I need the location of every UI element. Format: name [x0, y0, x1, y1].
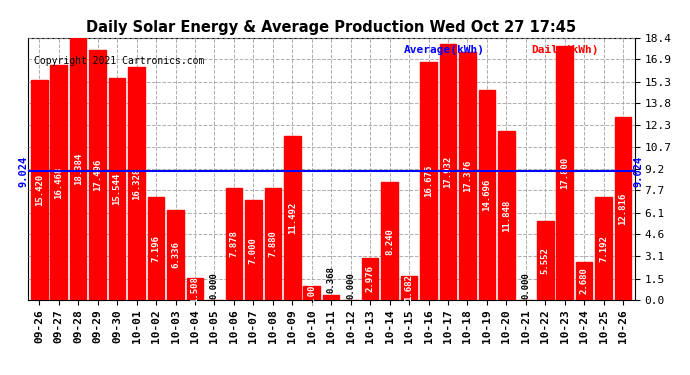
Bar [31, 80, 48, 300]
Text: 17.376: 17.376 [463, 160, 472, 192]
Text: 14.696: 14.696 [482, 179, 491, 211]
Text: 16.676: 16.676 [424, 165, 433, 197]
Bar [70, 38, 86, 300]
Text: 16.468: 16.468 [55, 166, 63, 199]
Text: Copyright 2021 Cartronics.com: Copyright 2021 Cartronics.com [34, 56, 204, 66]
Text: 2.976: 2.976 [366, 266, 375, 292]
Bar [459, 52, 475, 300]
Text: 8.240: 8.240 [385, 228, 394, 255]
Text: 12.816: 12.816 [619, 192, 628, 225]
Bar [440, 44, 456, 300]
Bar [615, 117, 631, 300]
Text: Daily(kWh): Daily(kWh) [531, 45, 599, 56]
Bar [284, 136, 301, 300]
Bar [401, 276, 417, 300]
Title: Daily Solar Energy & Average Production Wed Oct 27 17:45: Daily Solar Energy & Average Production … [86, 20, 576, 35]
Text: 7.880: 7.880 [268, 230, 277, 257]
Bar [50, 65, 67, 300]
Bar [304, 286, 320, 300]
Bar [128, 67, 145, 300]
Bar [595, 197, 612, 300]
Bar [576, 262, 593, 300]
Text: 16.328: 16.328 [132, 167, 141, 200]
Bar [362, 258, 378, 300]
Text: Average(kWh): Average(kWh) [404, 45, 485, 56]
Text: 11.492: 11.492 [288, 202, 297, 234]
Bar [90, 50, 106, 300]
Text: 17.496: 17.496 [93, 159, 102, 191]
Text: 9.024: 9.024 [634, 156, 644, 187]
Bar [498, 131, 515, 300]
Bar [323, 295, 339, 300]
Text: 7.878: 7.878 [229, 230, 238, 257]
Text: 17.800: 17.800 [560, 157, 569, 189]
Bar [537, 221, 553, 300]
Text: 17.932: 17.932 [444, 156, 453, 188]
Text: 15.544: 15.544 [112, 173, 121, 205]
Text: 11.848: 11.848 [502, 200, 511, 232]
Bar [226, 188, 242, 300]
Text: 0.000: 0.000 [346, 272, 355, 298]
Bar [109, 78, 126, 300]
Text: 18.384: 18.384 [74, 153, 83, 185]
Text: 5.552: 5.552 [541, 247, 550, 274]
Bar [187, 279, 204, 300]
Bar [479, 90, 495, 300]
Text: 15.420: 15.420 [34, 174, 43, 206]
Bar [167, 210, 184, 300]
Text: 2.680: 2.680 [580, 267, 589, 294]
Text: 7.000: 7.000 [249, 237, 258, 264]
Text: 6.336: 6.336 [171, 242, 180, 268]
Text: 0.368: 0.368 [326, 267, 336, 293]
Bar [148, 197, 164, 300]
Bar [420, 62, 437, 300]
Bar [556, 46, 573, 300]
Text: 7.196: 7.196 [152, 235, 161, 262]
Text: 9.024: 9.024 [19, 156, 28, 187]
Text: 1.000: 1.000 [307, 279, 316, 306]
Bar [382, 183, 398, 300]
Text: 7.192: 7.192 [599, 235, 608, 262]
Text: 1.508: 1.508 [190, 276, 199, 303]
Text: 1.682: 1.682 [404, 274, 413, 302]
Text: 0.000: 0.000 [522, 272, 531, 298]
Text: 0.000: 0.000 [210, 272, 219, 298]
Bar [264, 188, 281, 300]
Bar [245, 200, 262, 300]
